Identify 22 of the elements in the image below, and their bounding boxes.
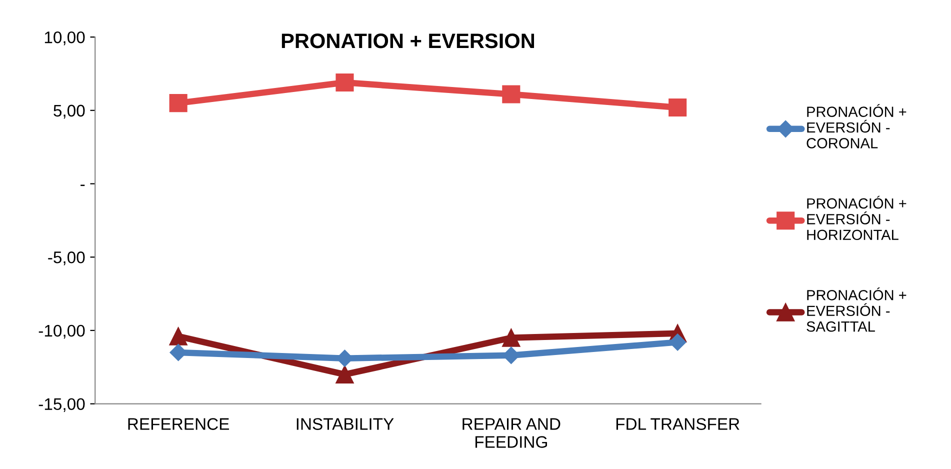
point [336,365,354,384]
x-tick-label: REPAIR AND FEEDING [462,418,560,448]
y-tick-label: -15,00 [38,398,85,412]
point [502,328,520,347]
x-tick-label: INSTABILITY [296,418,394,430]
point [169,327,188,346]
legend-label: PRONACIÓN + EVERSIÓN - SAGITTAL [806,288,906,332]
point [169,94,188,112]
chart-title: PRONATION + EVERSION [282,34,534,48]
point [669,334,686,351]
point [336,74,354,92]
x-tick-label: FDL TRANSFER [616,418,740,430]
y-tick-label: - [80,184,85,186]
y-tick-label: 5,00 [54,104,85,119]
y-tick-label: 10,00 [44,31,85,46]
point [668,98,687,116]
x-tick-label: REFERENCE [128,418,229,430]
y-tick-label: -10,00 [38,324,85,339]
legend-label: PRONACIÓN + EVERSIÓN - CORONAL [806,104,906,148]
legend-label: PRONACIÓN + EVERSIÓN - HORIZONTAL [807,196,906,240]
y-tick-label: -5,00 [48,252,85,266]
point [502,85,520,104]
